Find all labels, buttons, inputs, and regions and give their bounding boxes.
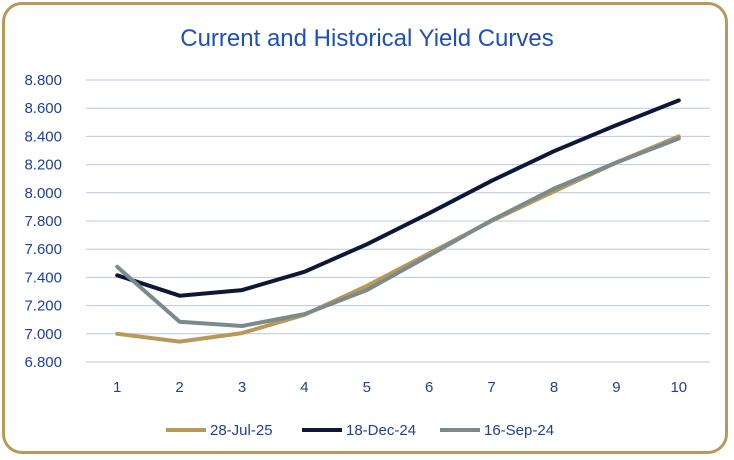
y-tick-label: 8.800 (24, 72, 62, 89)
x-tick-label: 5 (363, 379, 371, 396)
legend-label: 18-Dec-24 (346, 422, 416, 439)
y-tick-label: 8.000 (24, 185, 62, 202)
x-axis-ticks: 1 2 3 4 5 6 7 8 9 10 (113, 379, 687, 396)
series-line-3 (115, 136, 681, 328)
y-tick-label: 6.800 (24, 354, 62, 371)
y-tick-label: 7.200 (24, 298, 62, 315)
x-tick-label: 3 (238, 379, 246, 396)
y-tick-label: 7.000 (24, 326, 62, 343)
series-line-1 (115, 134, 681, 344)
chart-title: Current and Historical Yield Curves (180, 25, 554, 52)
legend: 28-Jul-25 18-Dec-24 16-Sep-24 (166, 422, 554, 439)
legend-label: 28-Jul-25 (210, 422, 273, 439)
x-tick-label: 4 (300, 379, 308, 396)
x-tick-label: 6 (425, 379, 433, 396)
legend-label: 16-Sep-24 (484, 422, 554, 439)
y-tick-label: 8.600 (24, 100, 62, 117)
series-line-2 (115, 98, 681, 298)
chart-frame (2, 2, 728, 454)
x-tick-label: 2 (175, 379, 183, 396)
x-tick-label: 7 (487, 379, 495, 396)
grid-lines (86, 79, 710, 363)
y-tick-label: 7.800 (24, 213, 62, 230)
y-axis-ticks: 6.800 7.000 7.200 7.400 7.600 7.800 8.000 8.200… (24, 72, 62, 371)
y-tick-label: 8.400 (24, 128, 62, 145)
y-tick-label: 8.200 (24, 157, 62, 174)
y-tick-label: 7.400 (24, 269, 62, 286)
x-tick-label: 8 (550, 379, 558, 396)
x-tick-label: 9 (612, 379, 620, 396)
series-lines (115, 98, 681, 344)
y-tick-label: 7.600 (24, 241, 62, 258)
x-tick-label: 10 (670, 379, 687, 396)
x-tick-label: 1 (113, 379, 121, 396)
